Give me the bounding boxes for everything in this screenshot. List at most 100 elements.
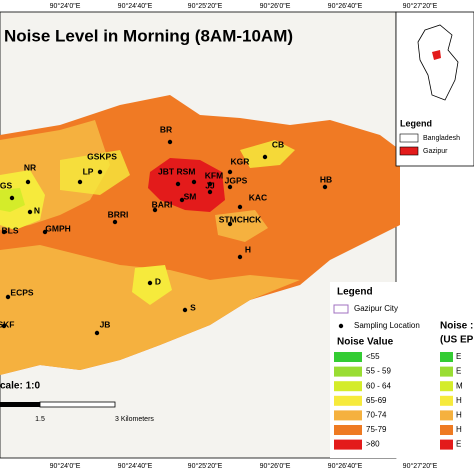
site-label: BLS <box>2 225 19 235</box>
sampling-dot <box>227 169 233 175</box>
right-swatch <box>440 395 453 406</box>
gazipur-inset <box>432 50 441 60</box>
noise-title: Noise Value <box>337 337 394 348</box>
right-swatch <box>440 410 453 421</box>
site-label: S <box>190 302 196 312</box>
sampling-dot <box>179 197 185 203</box>
bottom-coordinate: 90°27'20"E <box>403 462 438 470</box>
sampling-dot <box>25 179 31 185</box>
right-swatch <box>440 381 453 392</box>
top-coordinate: 90°26'40"E <box>328 2 363 10</box>
inset-swatch <box>399 146 419 156</box>
right-label: E <box>456 352 461 361</box>
top-coordinate: 90°24'40"E <box>118 2 153 10</box>
sampling-dot <box>207 181 213 187</box>
legend-label: Sampling Location <box>354 321 420 330</box>
bottom-coordinate: 90°25'20"E <box>188 462 223 470</box>
sampling-dot <box>27 209 33 215</box>
site-label: STMCHCK <box>219 214 262 224</box>
noise-65-69 <box>60 150 130 195</box>
sampling-dot <box>191 179 197 185</box>
sampling-dot <box>227 184 233 190</box>
noise-70-74 <box>0 245 300 375</box>
class-swatch <box>334 366 362 377</box>
noise-65-69 <box>240 140 295 168</box>
bangladesh-outline <box>417 24 459 101</box>
site-label: H <box>245 244 251 254</box>
site-label: SM <box>184 191 197 201</box>
right-swatch <box>440 439 453 450</box>
site-label: KAC <box>249 192 267 202</box>
sampling-dot <box>42 229 48 235</box>
site-label: JJ <box>205 180 215 190</box>
sampling-dot <box>322 184 328 190</box>
top-coordinate: 90°24'0"E <box>50 2 81 10</box>
site-label: LP <box>83 166 94 176</box>
sampling-dot <box>94 330 100 336</box>
site-label: HB <box>320 174 332 184</box>
sampling-dot <box>5 294 11 300</box>
bottom-coordinate: 90°26'40"E <box>328 462 363 470</box>
bottom-coordinate: 90°26'0"E <box>260 462 291 470</box>
class-swatch <box>334 439 362 450</box>
sampling-dot <box>9 195 15 201</box>
scale-label: 3 Kilometers <box>115 416 154 423</box>
class-swatch <box>334 410 362 421</box>
site-label: KGR <box>231 156 250 166</box>
class-label: 60 - 64 <box>366 381 391 390</box>
legend-title: Legend <box>337 287 373 298</box>
class-swatch <box>334 425 362 435</box>
sampling-dot <box>77 179 83 185</box>
sampling-dot <box>237 204 243 210</box>
site-label: BRRI <box>108 209 129 219</box>
right-label: H <box>456 396 462 405</box>
bottom-coordinate: 90°24'40"E <box>118 462 153 470</box>
site-label: JB <box>100 319 111 329</box>
class-label: >80 <box>366 440 380 449</box>
site-label: JGPS <box>225 175 248 185</box>
right-label: M <box>456 381 463 390</box>
right-legend-subtitle: (US EP <box>440 335 474 346</box>
top-coordinate: 90°27'20"E <box>403 2 438 10</box>
class-label: 70-74 <box>366 411 387 420</box>
right-label: H <box>456 425 462 434</box>
sampling-dot <box>262 154 268 160</box>
legend-label: Gazipur City <box>354 304 398 313</box>
inset-swatch <box>399 133 419 143</box>
site-label: GS <box>0 180 12 190</box>
site-label: SKF <box>0 319 15 329</box>
class-swatch <box>334 381 362 392</box>
site-label: ECPS <box>10 287 33 297</box>
right-label: H <box>456 411 462 420</box>
sampling-dot <box>112 219 118 225</box>
right-swatch <box>440 352 453 362</box>
bottom-coordinate: 90°24'0"E <box>50 462 81 470</box>
site-label: GMPH <box>45 223 71 233</box>
site-label: CB <box>272 139 284 149</box>
sampling-dot <box>152 207 158 213</box>
sampling-swatch <box>338 323 344 329</box>
class-swatch <box>334 395 362 406</box>
sampling-dot <box>1 229 7 235</box>
class-label: 55 - 59 <box>366 367 391 376</box>
right-swatch <box>440 366 453 377</box>
map-title: Noise Level in Morning (8AM-10AM) <box>4 26 293 45</box>
top-coordinate: 90°25'20"E <box>188 2 223 10</box>
site-label: D <box>155 276 161 286</box>
sampling-dot <box>207 189 213 195</box>
sampling-dot <box>167 139 173 145</box>
right-label: E <box>456 440 461 449</box>
noise-70-74 <box>215 210 268 242</box>
sampling-dot <box>1 323 7 329</box>
site-label: NR <box>24 162 36 172</box>
class-label: 65-69 <box>366 396 387 405</box>
city-swatch <box>333 304 349 314</box>
sampling-dot <box>237 254 243 260</box>
scale-label: 1.5 <box>35 416 45 423</box>
top-coordinate: 90°26'0"E <box>260 2 291 10</box>
right-legend-title: Noise : <box>440 321 473 332</box>
inset-legend-label: Gazipur <box>423 148 448 155</box>
sampling-dot <box>97 169 103 175</box>
sampling-dot <box>227 221 233 227</box>
